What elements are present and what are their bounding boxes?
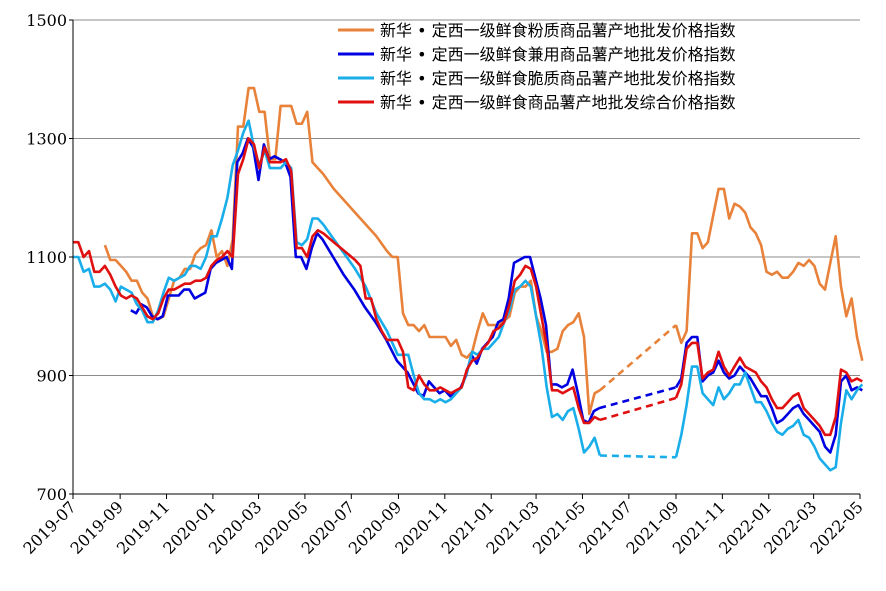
y-tick-label: 1300 (26, 130, 67, 149)
series-line-segment-1 (73, 119, 602, 456)
series-line-dashed (599, 324, 677, 392)
y-tick-label: 1500 (26, 11, 67, 30)
series-line-segment-2 (674, 341, 863, 437)
legend-item: 新华 • 定西一级鲜食兼用商品薯产地批发价格指数 (338, 45, 736, 64)
y-tick-label: 900 (36, 367, 67, 386)
series-line-dashed (599, 454, 677, 459)
legend-item: 新华 • 定西一级鲜食商品薯产地批发综合价格指数 (338, 93, 736, 112)
y-tick-label: 1100 (26, 248, 67, 267)
series-1 (103, 86, 864, 416)
y-tick-label: 700 (36, 485, 67, 504)
series-line-segment-1 (73, 137, 601, 425)
legend-label: 新华 • 定西一级鲜食商品薯产地批发综合价格指数 (380, 93, 736, 112)
series-line-segment-2 (674, 335, 863, 454)
legend-label: 新华 • 定西一级鲜食脆质商品薯产地批发价格指数 (380, 69, 736, 88)
series-line-dashed (598, 386, 677, 410)
legend-item: 新华 • 定西一级鲜食脆质商品薯产地批发价格指数 (338, 69, 736, 88)
legend-label: 新华 • 定西一级鲜食粉质商品薯产地批发价格指数 (380, 21, 736, 40)
series-2 (130, 137, 863, 454)
series-line-segment-2 (674, 187, 864, 361)
axes (69, 19, 861, 499)
series-line-dashed (599, 396, 677, 422)
legend-item: 新华 • 定西一级鲜食粉质商品薯产地批发价格指数 (338, 21, 736, 40)
series-line-segment-1 (103, 86, 601, 416)
series-line-segment-1 (130, 137, 600, 425)
legend-label: 新华 • 定西一级鲜食兼用商品薯产地批发价格指数 (380, 45, 736, 64)
series-layer (73, 86, 864, 472)
series-4 (73, 137, 863, 437)
series-line-segment-2 (674, 365, 864, 472)
